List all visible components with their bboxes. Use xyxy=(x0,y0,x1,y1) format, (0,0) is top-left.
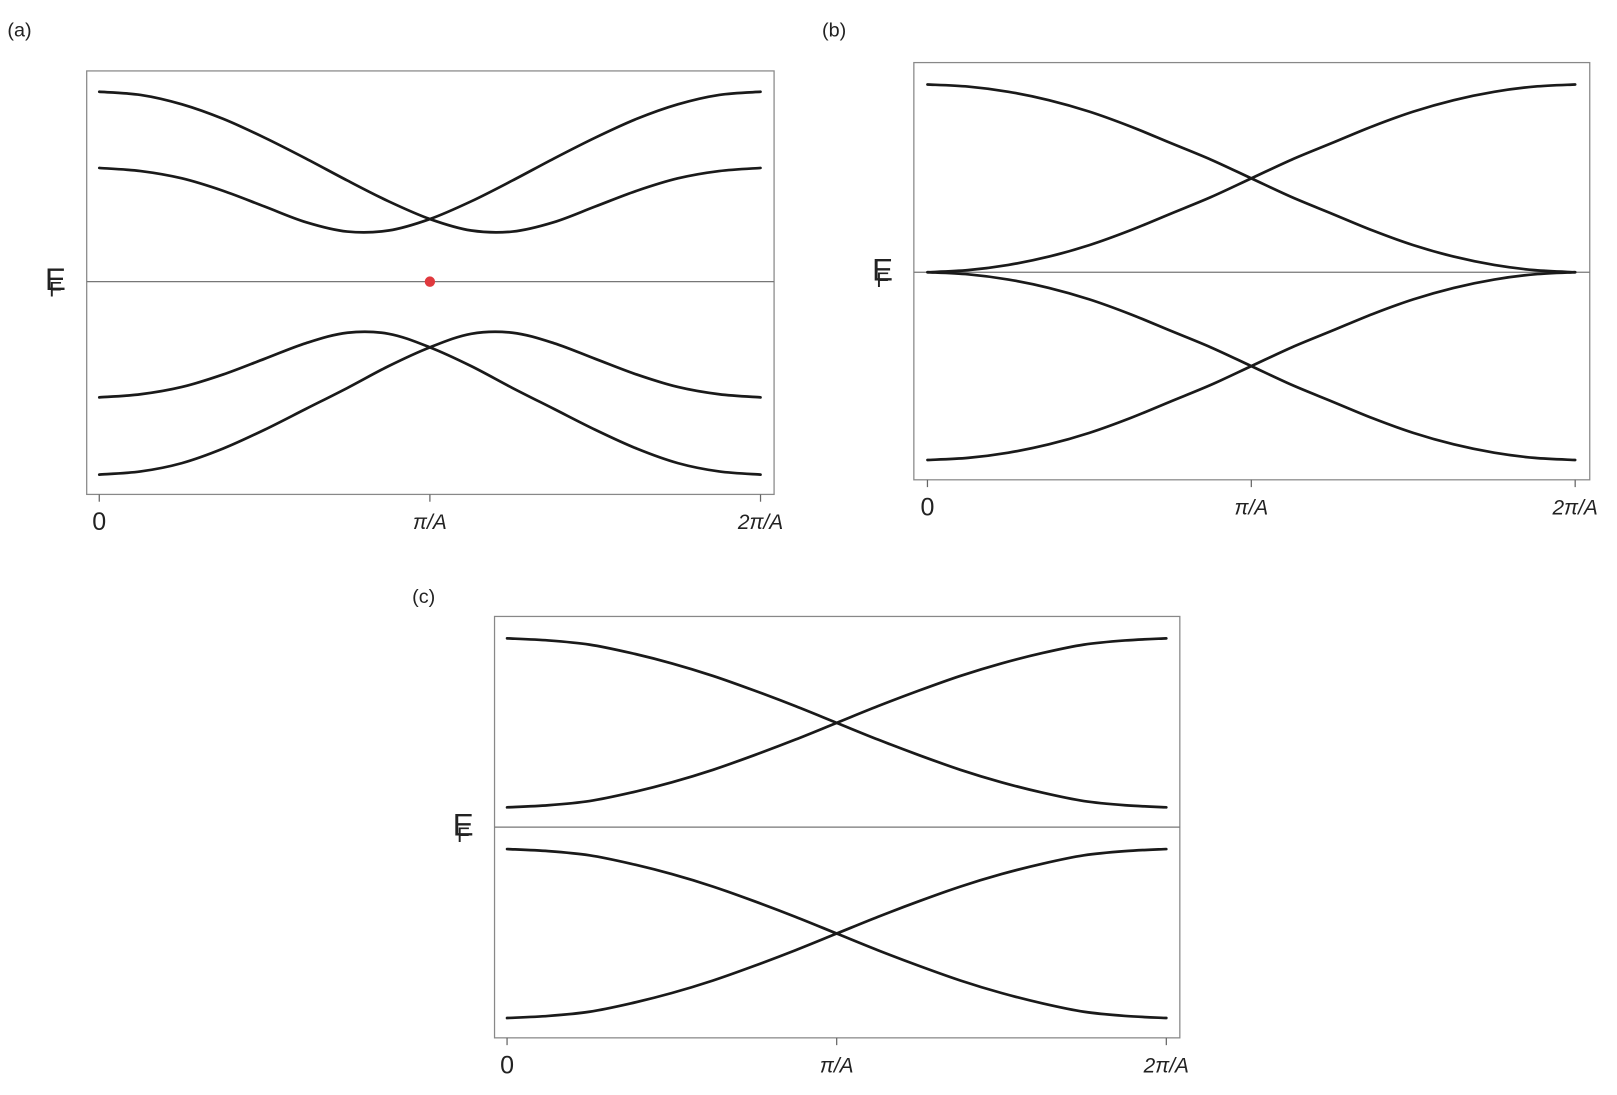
band-curve xyxy=(505,847,1168,1020)
x-tick-label: 0 xyxy=(920,494,934,522)
band-curve xyxy=(97,330,762,476)
band-curve xyxy=(97,330,762,476)
x-tick-label: 0 xyxy=(92,508,106,536)
fermi-label: E xyxy=(453,807,474,842)
panel-label: (c) xyxy=(412,586,435,608)
band-curve xyxy=(97,90,762,234)
x-tick-label: π/A xyxy=(820,1055,854,1078)
x-tick-label: π/A xyxy=(413,511,447,534)
band-curve xyxy=(505,636,1168,809)
fermi-label-subscript: F xyxy=(457,824,470,847)
x-tick-label: 2π/A xyxy=(737,511,783,534)
highlight-point xyxy=(424,276,436,287)
fermi-label-subscript: F xyxy=(49,279,62,302)
fermi-label-subscript: F xyxy=(876,269,889,292)
x-tick-label: 2π/A xyxy=(1143,1055,1189,1078)
fermi-label: E xyxy=(45,262,66,297)
band-curve xyxy=(926,83,1577,274)
band-curve xyxy=(926,270,1577,462)
band-curve xyxy=(97,90,762,234)
fermi-label: E xyxy=(872,253,893,288)
x-tick-label: 2π/A xyxy=(1552,497,1598,520)
x-tick-label: 0 xyxy=(500,1052,514,1080)
x-tick-label: π/A xyxy=(1234,497,1268,520)
panel-label: (b) xyxy=(822,20,846,42)
plot-frame xyxy=(913,61,1591,481)
panel-label: (a) xyxy=(7,20,31,42)
